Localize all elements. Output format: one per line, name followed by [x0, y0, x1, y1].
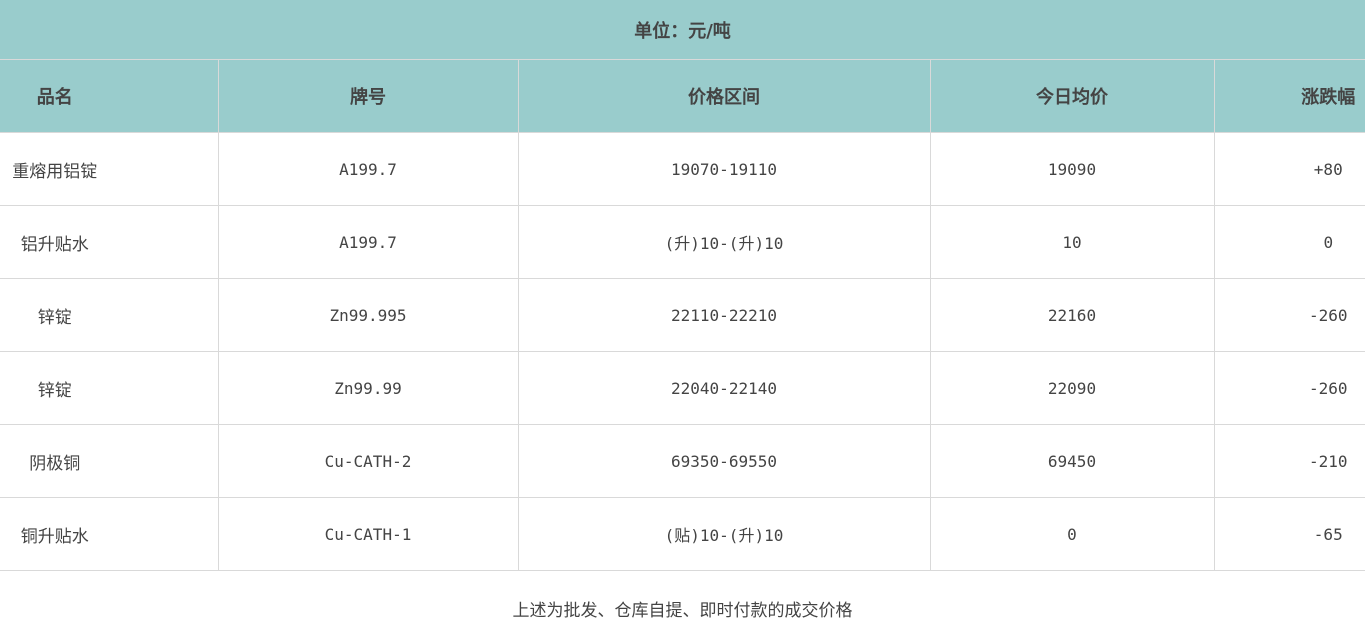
header-row: 品名 牌号 价格区间 今日均价 涨跌幅: [0, 59, 1365, 133]
table-row: 锌锭 Zn99.99 22040-22140 22090 -260: [0, 351, 1365, 425]
header-name: 品名: [0, 59, 219, 133]
cell-avg: 19090: [929, 132, 1215, 206]
cell-grade: Zn99.995: [217, 278, 519, 352]
cell-change: -65: [1213, 497, 1365, 571]
cell-grade: Zn99.99: [217, 351, 519, 425]
cell-avg: 22160: [929, 278, 1215, 352]
cell-grade: A199.7: [217, 205, 519, 279]
cell-name: 铜升贴水: [0, 497, 219, 571]
cell-name: 重熔用铝锭: [0, 132, 219, 206]
cell-change: 0: [1213, 205, 1365, 279]
header-change: 涨跌幅: [1213, 59, 1365, 133]
cell-name: 锌锭: [0, 278, 219, 352]
cell-avg: 0: [929, 497, 1215, 571]
table-row: 锌锭 Zn99.995 22110-22210 22160 -260: [0, 278, 1365, 352]
cell-avg: 10: [929, 205, 1215, 279]
price-table: 单位：元/吨 品名 牌号 价格区间 今日均价 涨跌幅 重熔用铝锭 A199.7 …: [0, 0, 1365, 571]
header-avg: 今日均价: [929, 59, 1215, 133]
price-table-container: 单位：元/吨 品名 牌号 价格区间 今日均价 涨跌幅 重熔用铝锭 A199.7 …: [0, 0, 1365, 571]
cell-range: 19070-19110: [517, 132, 931, 206]
cell-name: 铝升贴水: [0, 205, 219, 279]
cell-grade: Cu-CATH-2: [217, 424, 519, 498]
cell-name: 锌锭: [0, 351, 219, 425]
table-row: 铝升贴水 A199.7 (升)10-(升)10 10 0: [0, 205, 1365, 279]
cell-avg: 69450: [929, 424, 1215, 498]
table-row: 阴极铜 Cu-CATH-2 69350-69550 69450 -210: [0, 424, 1365, 498]
cell-range: (贴)10-(升)10: [517, 497, 931, 571]
footnote: 上述为批发、仓库自提、即时付款的成交价格: [512, 601, 853, 621]
cell-range: (升)10-(升)10: [517, 205, 931, 279]
table-row: 铜升贴水 Cu-CATH-1 (贴)10-(升)10 0 -65: [0, 497, 1365, 571]
header-range: 价格区间: [517, 59, 931, 133]
cell-change: +80: [1213, 132, 1365, 206]
table-row: 重熔用铝锭 A199.7 19070-19110 19090 +80: [0, 132, 1365, 206]
cell-name: 阴极铜: [0, 424, 219, 498]
cell-change: -260: [1213, 278, 1365, 352]
cell-change: -260: [1213, 351, 1365, 425]
unit-row: 单位：元/吨: [0, 0, 1365, 60]
cell-grade: A199.7: [217, 132, 519, 206]
cell-change: -210: [1213, 424, 1365, 498]
cell-range: 69350-69550: [517, 424, 931, 498]
cell-grade: Cu-CATH-1: [217, 497, 519, 571]
cell-avg: 22090: [929, 351, 1215, 425]
unit-label: 单位：元/吨: [0, 0, 1365, 60]
cell-range: 22040-22140: [517, 351, 931, 425]
header-grade: 牌号: [217, 59, 519, 133]
cell-range: 22110-22210: [517, 278, 931, 352]
